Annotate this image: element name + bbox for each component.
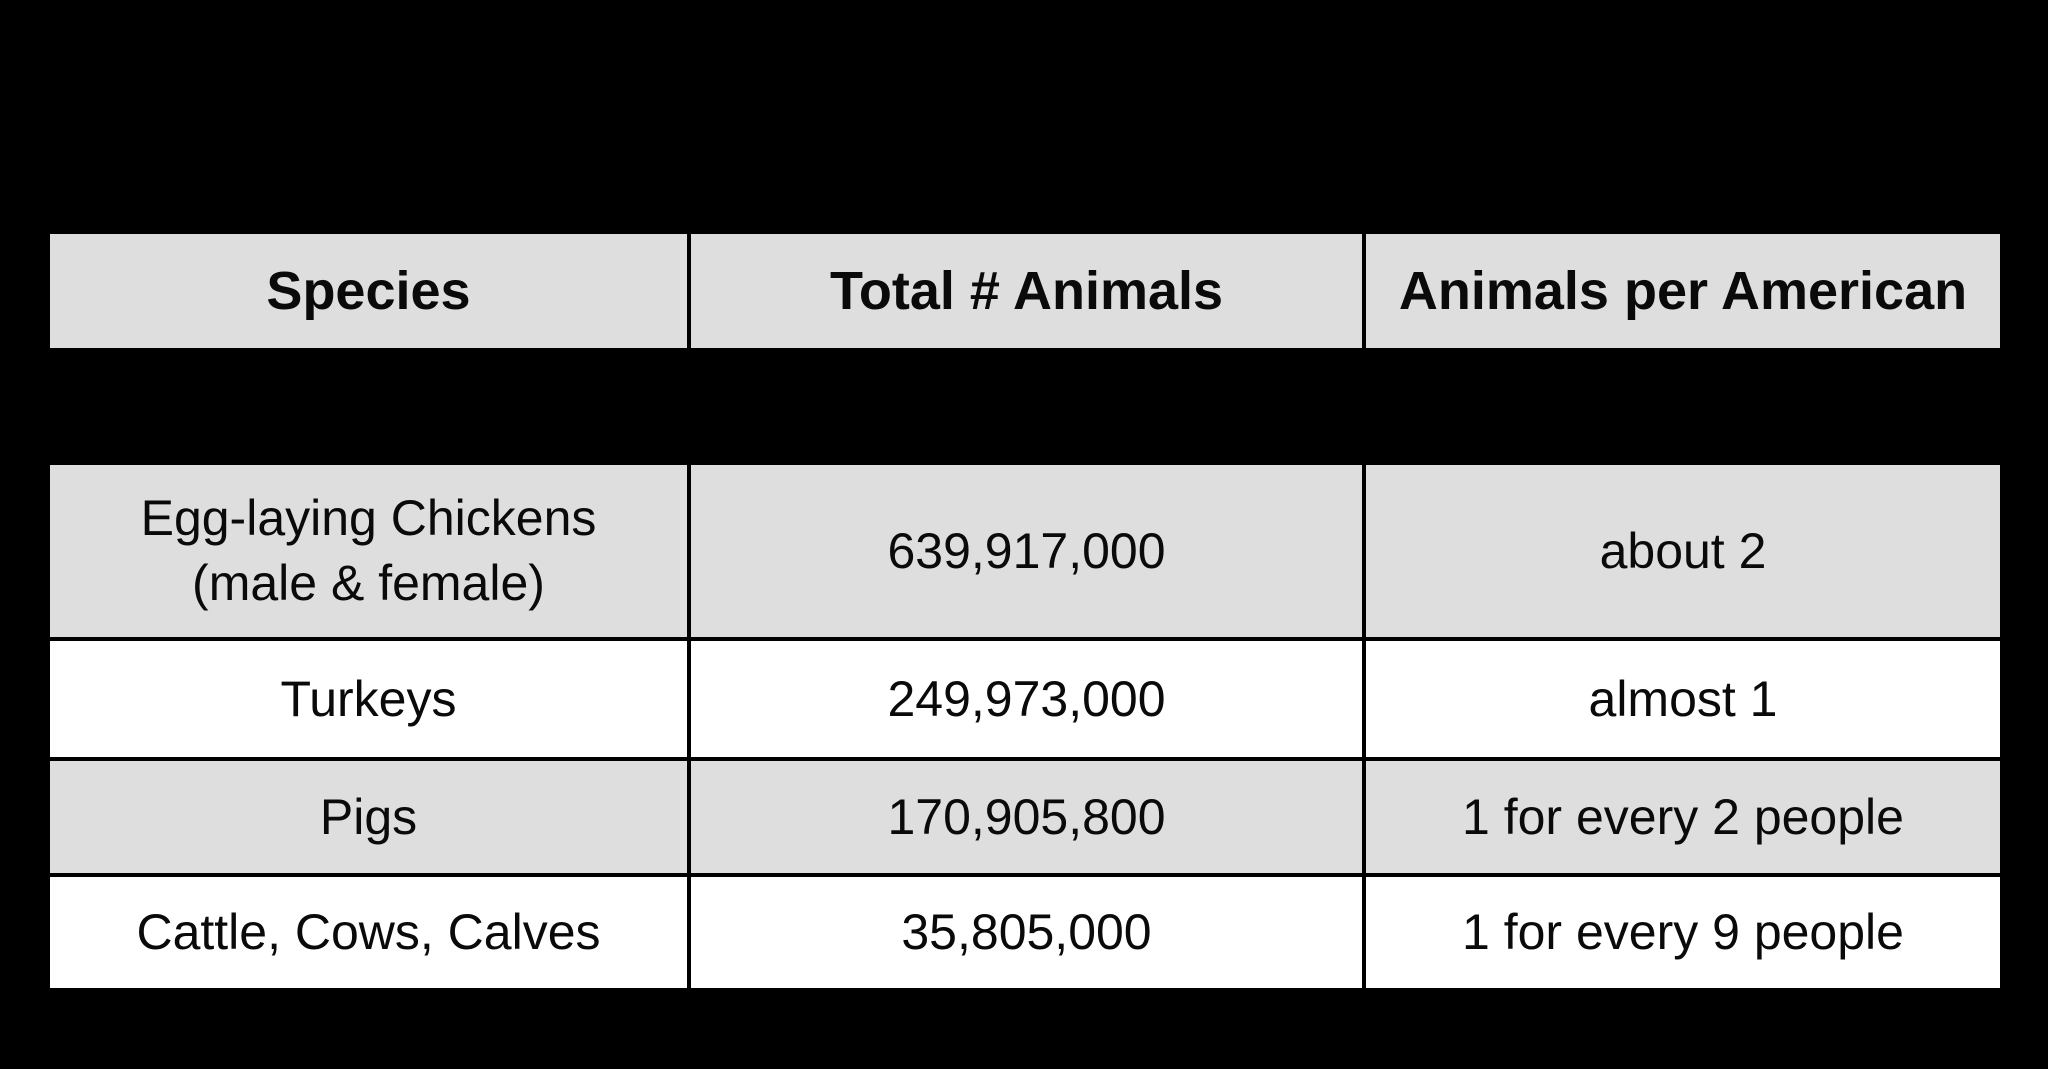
- table-cell-species-row0: Egg-laying Chickens (male & female): [50, 465, 687, 637]
- header-cell-total-animals: Total # Animals: [691, 234, 1362, 348]
- table-cell-species-row3: Cattle, Cows, Calves: [50, 877, 687, 988]
- table-cell-species-row2: Pigs: [50, 761, 687, 873]
- table-cell-species-row1: Turkeys: [50, 641, 687, 757]
- table-cell-per-american-row2: 1 for every 2 people: [1366, 761, 2000, 873]
- table-cell-total-row3: 35,805,000: [691, 877, 1362, 988]
- animals-table-header-row: Species Total # Animals Animals per Amer…: [50, 234, 2000, 348]
- table-cell-per-american-row3: 1 for every 9 people: [1366, 877, 2000, 988]
- table-cell-total-row0: 639,917,000: [691, 465, 1362, 637]
- table-cell-per-american-row1: almost 1: [1366, 641, 2000, 757]
- table-cell-total-row1: 249,973,000: [691, 641, 1362, 757]
- header-cell-animals-per-american: Animals per American: [1366, 234, 2000, 348]
- animals-table-body: Egg-laying Chickens (male & female) 639,…: [50, 465, 2000, 988]
- header-cell-species: Species: [50, 234, 687, 348]
- table-cell-per-american-row0: about 2: [1366, 465, 2000, 637]
- table-cell-total-row2: 170,905,800: [691, 761, 1362, 873]
